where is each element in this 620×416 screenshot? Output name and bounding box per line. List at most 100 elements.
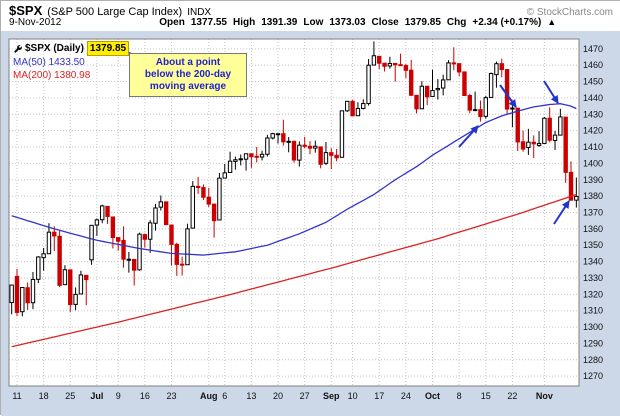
candle-body [313, 145, 318, 149]
candle-body [57, 235, 62, 286]
x-axis-label: 27 [300, 391, 310, 401]
y-axis-label: 1330 [583, 273, 603, 283]
candle-body [446, 62, 451, 81]
annotation-callout: About a point below the 200-day moving a… [129, 53, 247, 97]
candle-body [238, 158, 243, 161]
candle-body [563, 116, 568, 173]
candle-body [147, 222, 153, 240]
y-axis-label: 1470 [583, 44, 603, 54]
x-axis-label: 23 [166, 391, 176, 401]
candle-body [195, 185, 201, 188]
wrench-icon [14, 45, 22, 53]
x-axis-label: Nov [536, 391, 553, 401]
ma-line-ma50 [11, 103, 577, 256]
chg-value: +2.34 (+0.17%) [472, 17, 542, 28]
y-axis-label: 1390 [583, 175, 603, 185]
candle-body [233, 159, 238, 162]
y-axis-label: 1430 [583, 109, 603, 119]
candle-body [408, 69, 414, 96]
candle-body [472, 109, 478, 112]
x-axis-label: 25 [65, 391, 75, 401]
candle-body [163, 201, 169, 226]
candle-body [89, 224, 94, 261]
annotation-arrow [553, 200, 570, 225]
candle-body [291, 140, 297, 161]
legend-series-row: $SPX (Daily) 1379.85 [13, 41, 130, 56]
candle-body [30, 278, 36, 304]
y-axis-label: 1440 [583, 93, 603, 103]
candle-body [78, 274, 84, 295]
y-axis-label: 1270 [583, 371, 603, 381]
candle-body [467, 95, 472, 111]
candle-body [440, 79, 446, 89]
exchange-label: INDX [187, 7, 212, 18]
candle-body [574, 195, 579, 201]
title-row: $SPX (S&P 500 Large Cap Index) INDX © St… [9, 3, 613, 18]
candle-body [414, 94, 419, 110]
legend-series-label: $SPX (Daily) [25, 43, 84, 54]
candle-body [73, 293, 78, 305]
candle-body [323, 152, 329, 164]
candle-body [478, 109, 483, 118]
x-axis-label: 17 [374, 391, 384, 401]
candle-body [201, 187, 206, 198]
quote-values: Open 1377.55 High 1391.39 Low 1373.03 Cl… [159, 17, 556, 28]
candle-body [329, 152, 334, 156]
y-axis-label: 1460 [583, 60, 603, 70]
candle-body [275, 133, 281, 136]
candle-body [84, 274, 89, 281]
candle-body [131, 258, 137, 271]
candle-body [547, 117, 552, 141]
candle-body [9, 284, 14, 304]
y-axis-label: 1280 [583, 355, 603, 365]
x-axis-label: 9 [116, 391, 121, 401]
candle-body [307, 145, 313, 149]
candle-body [526, 141, 531, 148]
y-axis-label: 1310 [583, 306, 603, 316]
annotation-line-2: below the 200-day [144, 69, 232, 80]
candle-body [366, 64, 371, 105]
x-axis-label: 13 [246, 391, 256, 401]
y-axis-label: 1420 [583, 126, 603, 136]
x-axis-label: 15 [481, 391, 491, 401]
candle-body [361, 103, 366, 109]
candle-body [552, 134, 558, 141]
x-axis-label: Aug [200, 391, 218, 401]
candle-body [110, 216, 116, 239]
open-label: Open [159, 17, 185, 28]
x-axis-label: 8 [457, 391, 462, 401]
candle-body [536, 142, 542, 146]
open-value: 1377.55 [190, 17, 227, 28]
x-axis-label: 11 [12, 391, 21, 401]
high-value: 1391.39 [261, 17, 298, 28]
y-axis-label: 1380 [583, 191, 603, 201]
candle-body [206, 196, 211, 205]
chart-legend: $SPX (Daily) 1379.85 MA(50) 1433.50 MA(2… [13, 41, 130, 82]
x-axis-label: 16 [140, 391, 150, 401]
candle-body [339, 110, 345, 158]
candle-body [286, 140, 291, 143]
y-axis-label: 1340 [583, 257, 603, 267]
close-value: 1379.85 [404, 17, 441, 28]
candle-body [265, 137, 270, 155]
candle-body [68, 269, 73, 306]
y-axis-label: 1410 [583, 142, 603, 152]
candle-body [142, 234, 148, 240]
annotation-line-1: About a point [155, 57, 221, 68]
y-axis-label: 1300 [583, 322, 603, 332]
candle-body [403, 65, 409, 71]
y-axis-label: 1450 [583, 77, 603, 87]
x-axis-label: 24 [401, 391, 411, 401]
x-axis-label: Jul [90, 391, 103, 401]
ma-line-ma200 [11, 193, 577, 348]
candle-body [137, 233, 142, 271]
candle-body [14, 275, 20, 313]
candle-body [227, 160, 233, 173]
candle-body [456, 63, 462, 73]
candle-body [41, 253, 46, 259]
candle-body [488, 73, 494, 98]
candle-body [126, 258, 132, 261]
candle-body [254, 155, 259, 158]
y-axis-label: 1320 [583, 289, 603, 299]
high-label: High [232, 17, 256, 28]
